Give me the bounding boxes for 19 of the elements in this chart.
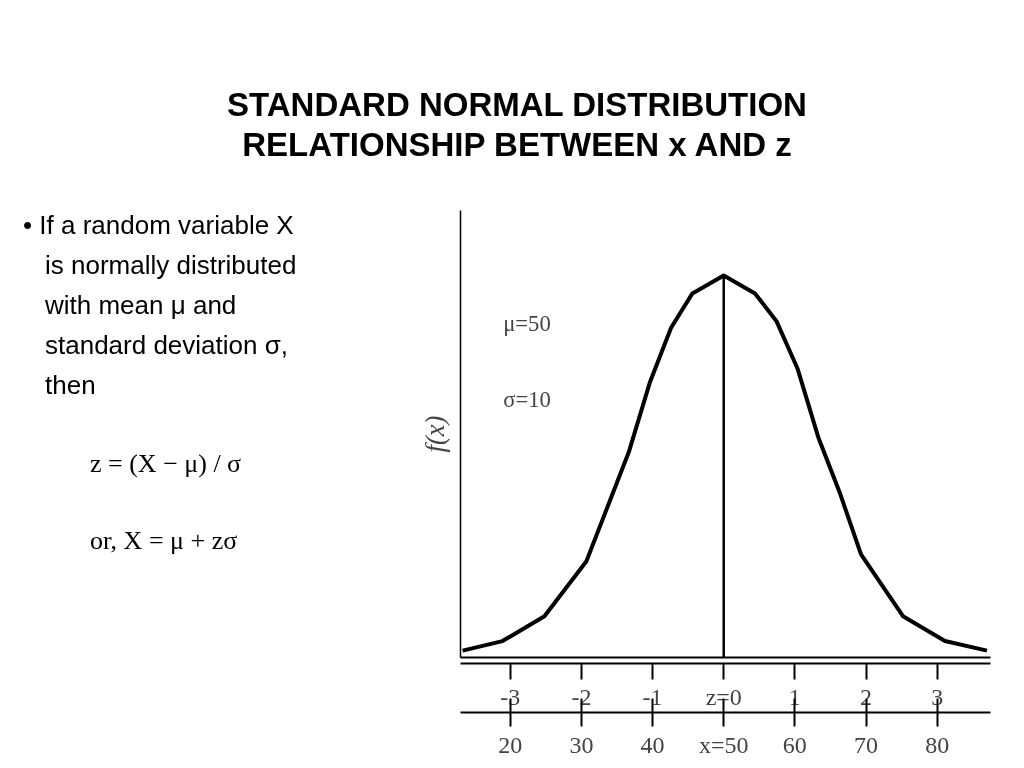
x2-tick-label: 40 (640, 731, 665, 758)
x-tick-label: -2 (571, 683, 592, 710)
annotation: μ=50 (503, 310, 551, 336)
x2-tick-label: 70 (854, 731, 878, 758)
x2-tick-label: x=50 (698, 731, 749, 758)
y-axis-title: f(x) (419, 415, 450, 453)
text: or, X = μ + zσ (89, 525, 239, 558)
x2-tick-label: 80 (925, 731, 950, 758)
x-tick-label: -3 (500, 683, 521, 710)
chart-title: STANDARD NORMAL DISTRIBUTION RELATIONSHIP BETWEEN x AND z (226, 85, 808, 165)
text: z = (X − μ) / σ (89, 448, 243, 480)
x2-tick-label: 30 (569, 731, 594, 758)
text: • If a random variable X is normally distributed with mean μ and standard deviation σ, then (22, 209, 298, 402)
annotation: σ=10 (503, 386, 551, 412)
x-tick-label: -1 (642, 683, 663, 710)
x2-tick-label: 20 (498, 731, 523, 758)
x2-tick-label: 60 (782, 731, 807, 758)
x-tick-label: z=0 (705, 683, 742, 710)
x-tick-label: 3 (931, 683, 944, 710)
